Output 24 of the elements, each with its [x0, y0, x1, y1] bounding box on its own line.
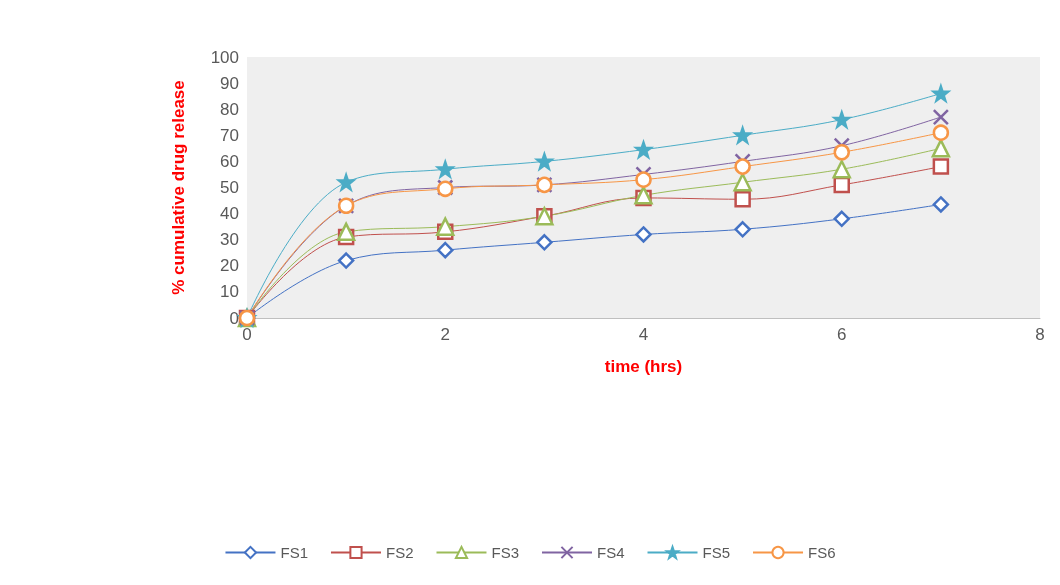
legend-label: FS3 [491, 544, 520, 561]
x-tick-label: 6 [837, 325, 847, 344]
x-tick-label: 0 [242, 325, 252, 344]
x-tick-label: 4 [638, 325, 649, 344]
legend-label: FS2 [385, 544, 414, 561]
y-tick-label: 80 [220, 99, 239, 119]
y-tick-label: 30 [220, 230, 239, 250]
y-tick-label: 10 [220, 282, 239, 302]
y-tick-label: 50 [220, 178, 239, 197]
legend-label: FS4 [597, 544, 625, 561]
y-axis-title: % cumulative drug release [169, 80, 188, 295]
y-tick-label: 70 [220, 125, 239, 145]
legend-label: FS5 [702, 544, 731, 561]
legend-label: FS1 [280, 544, 308, 561]
x-axis-title: time (hrs) [604, 357, 683, 376]
x-tick-label: 2 [440, 325, 450, 344]
y-tick-label: 90 [220, 73, 239, 93]
y-tick-label: 0 [229, 308, 239, 328]
legend-label: FS6 [808, 544, 836, 561]
y-tick-label: 100 [210, 47, 239, 67]
y-tick-label: 60 [220, 151, 239, 171]
y-tick-label: 40 [220, 204, 239, 224]
y-tick-label: 20 [220, 256, 239, 276]
x-tick-label: 8 [1035, 325, 1045, 344]
